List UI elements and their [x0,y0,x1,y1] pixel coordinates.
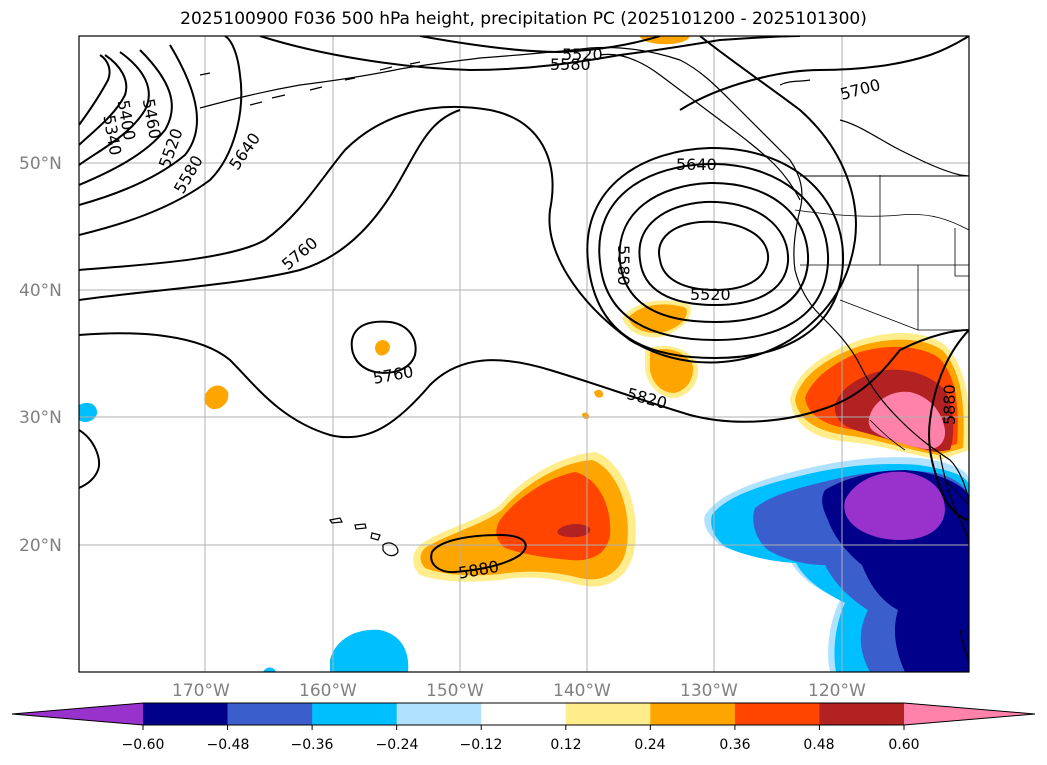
contour-top-5580 [259,36,801,72]
contour-label: 5880 [940,384,959,425]
contour-5880-east [928,329,969,521]
lon-label-150w: 150°W [426,681,484,701]
lon-label-170w: 170°W [172,681,230,701]
map-title: 2025100900 F036 500 hPa height, precipit… [180,9,867,29]
precip-blob-small-4 [375,340,390,356]
lon-label-160w: 160°W [299,681,357,701]
colorbar: −0.60 −0.48 −0.36 −0.24 −0.12 0.12 0.24 … [11,702,1036,753]
graticule [79,36,969,672]
precip-blob-hawaii-dark [557,524,591,538]
colorbar-tick-label: −0.48 [207,737,250,753]
colorbar-tick-label: 0.60 [888,737,919,753]
contour-low-ring-2 [638,200,790,307]
colorbar-swatch [396,703,482,725]
contour-5700-left [79,36,857,364]
colorbar-tick-label: −0.36 [291,737,334,753]
colorbar-swatch [734,703,820,725]
longitude-labels: 170°W 160°W 150°W 140°W 130°W 120°W [172,681,866,701]
contour-5520-left [79,49,173,186]
colorbar-swatch [312,703,398,725]
contour-low-ring-4 [598,162,830,342]
map-frame [78,35,970,673]
contour-label: 5520 [562,45,603,64]
contour-5400 [79,54,128,146]
lat-label-30n: 30°N [19,408,62,428]
contour-5460 [79,51,150,166]
latitude-labels: 50°N 40°N 30°N 20°N [19,154,62,556]
contour-low-ring-3 [618,181,810,324]
contour-top-5520 [419,36,661,54]
contour-low-ring-1 [658,220,770,292]
colorbar-tick-label: −0.12 [460,737,503,753]
contour-label: 5640 [676,155,717,174]
colorbar-swatch [12,703,143,725]
precip-blob-small-3 [204,385,229,410]
colorbar-swatch [565,703,651,725]
precip-blob-negative-small-3 [263,667,276,672]
colorbar-swatch [481,703,567,725]
contour-5880-hawaii [430,533,527,574]
colorbar-tick-label: 0.48 [803,737,834,753]
contour-west-small [79,429,100,489]
lon-label-120w: 120°W [808,681,866,701]
precip-blob-negative-purple [844,471,945,540]
lon-label-140w: 140°W [553,681,611,701]
colorbar-fills [12,703,1035,725]
colorbar-labels: −0.60 −0.48 −0.36 −0.24 −0.12 0.12 0.24 … [122,737,920,753]
colorbar-tick-label: 0.36 [719,737,750,753]
contour-5580-left [79,44,198,206]
colorbar-tick-label: 0.24 [634,737,665,753]
colorbar-swatch [143,703,229,725]
precip-blob-small-5 [594,389,604,398]
contour-5640-left [79,36,243,236]
contour-label: 5520 [690,285,731,304]
colorbar-swatch [650,703,736,725]
colorbar-swatch [904,703,1035,725]
contour-5700-right [679,36,969,111]
contour-label: 5580 [550,55,591,74]
colorbar-swatch [819,703,905,725]
contour-5340 [79,54,111,126]
contour-label: 5580 [614,245,633,286]
colorbar-tick-label: −0.60 [122,737,165,753]
coastlines [199,46,969,661]
lat-label-50n: 50°N [19,154,62,174]
contour-5820 [79,329,969,439]
lat-label-20n: 20°N [19,536,62,556]
precip-blob-hawaii-red [496,472,611,561]
contour-5760-small [350,320,417,374]
lat-label-40n: 40°N [19,281,62,301]
colorbar-swatch [227,703,313,725]
height-contours [79,36,969,574]
precip-blob-negative-small-1 [330,629,409,672]
contour-low-ring-5 [586,146,845,360]
contour-5760 [79,109,461,301]
colorbar-tick-label: 0.12 [550,737,581,753]
colorbar-tick-label: −0.24 [376,737,419,753]
lon-label-130w: 130°W [680,681,738,701]
colorbar-ticks [142,725,905,730]
